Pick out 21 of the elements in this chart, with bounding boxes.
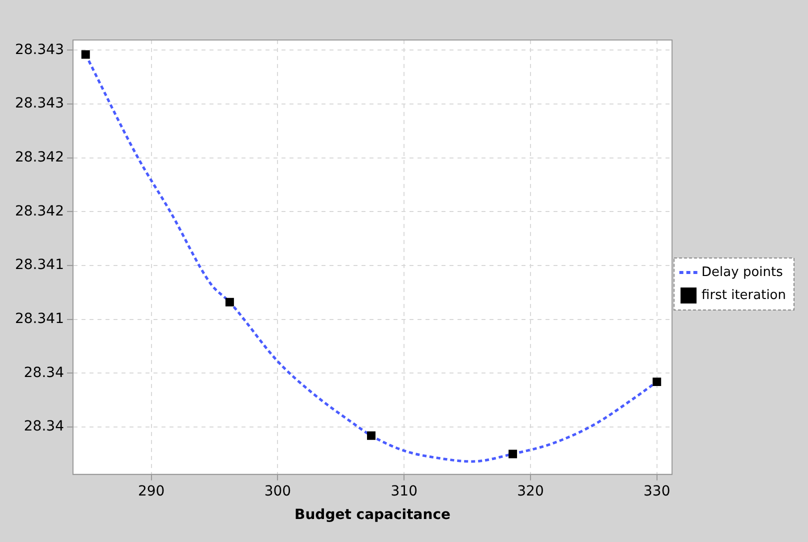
- y-tick-label: 28.342: [14, 150, 64, 166]
- point: [508, 450, 518, 458]
- x-tick-label: 330: [644, 483, 670, 500]
- y-tick-label: 28.343: [14, 96, 64, 112]
- y-tick-label: 28.34: [24, 418, 64, 435]
- point: [652, 378, 662, 386]
- legend-label: first iteration: [702, 288, 786, 303]
- y-tick-label: 28.342: [14, 203, 64, 220]
- x-tick-label: 290: [138, 483, 165, 500]
- point: [225, 298, 234, 306]
- x-tick-label: 320: [517, 483, 544, 500]
- y-tick-label: 28.343: [14, 42, 64, 58]
- x-tick-label: 310: [390, 483, 418, 500]
- legend-label: Delay points: [702, 264, 784, 280]
- y-tick-label: 28.341: [14, 257, 64, 274]
- y-tick-label: 28.34: [24, 364, 64, 381]
- x-tick-label: 300: [264, 483, 292, 500]
- y-tick-label: 28.341: [14, 311, 64, 328]
- point: [81, 50, 90, 59]
- x-axis-title: Budget capacitance: [294, 507, 450, 524]
- point: [367, 431, 376, 440]
